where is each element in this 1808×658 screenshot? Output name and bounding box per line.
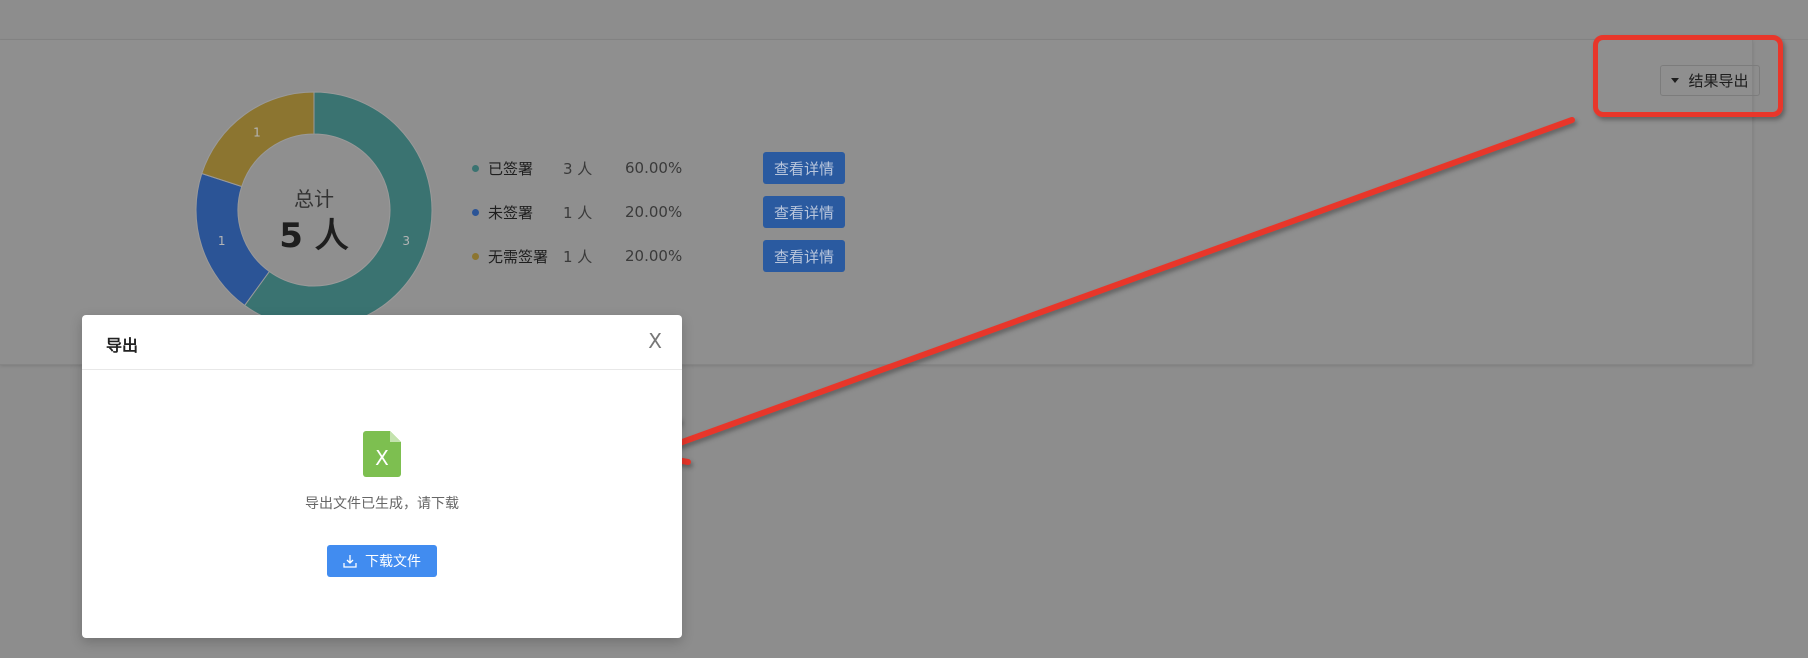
- legend-dot: [472, 252, 479, 260]
- excel-letter: X: [375, 446, 389, 470]
- caret-down-icon: [1671, 78, 1680, 83]
- donut-slice-label: 1: [218, 234, 226, 248]
- donut-center-title: 总计: [294, 187, 334, 211]
- legend-row: 无需签署 1 人 20.00% 查看详情: [472, 240, 845, 272]
- legend-percent: 60.00%: [625, 159, 683, 177]
- excel-file-icon: X: [363, 431, 401, 477]
- dialog-title: 导出: [106, 336, 139, 355]
- export-results-button[interactable]: 结果导出: [1660, 65, 1760, 96]
- export-dialog: 导出 X X 导出文件已生成，请下载 下载文件: [82, 315, 682, 638]
- legend-row: 未签署 1 人 20.00% 查看详情: [472, 196, 845, 228]
- close-icon[interactable]: X: [648, 329, 662, 353]
- legend-row: 已签署 3 人 60.00% 查看详情: [472, 152, 845, 184]
- legend-label: 已签署: [488, 159, 534, 178]
- view-details-button[interactable]: 查看详情: [763, 240, 845, 272]
- donut-slice-label: 1: [253, 126, 261, 140]
- legend-dot: [472, 164, 479, 172]
- view-details-button[interactable]: 查看详情: [763, 152, 845, 184]
- legend-count: 3 人: [563, 159, 593, 178]
- donut-center-value: 5 人: [279, 216, 349, 256]
- legend-dot: [472, 208, 479, 216]
- download-icon: [343, 555, 357, 568]
- legend-count: 1 人: [563, 247, 593, 266]
- donut-slice-label: 3: [402, 234, 410, 248]
- view-details-button[interactable]: 查看详情: [763, 196, 845, 228]
- legend-percent: 20.00%: [625, 203, 683, 221]
- annotation-highlight-box: [1593, 35, 1783, 117]
- export-ready-message: 导出文件已生成，请下载: [305, 496, 459, 512]
- legend-label: 未签署: [488, 203, 534, 222]
- header-divider: [0, 39, 1808, 40]
- download-file-button[interactable]: 下载文件: [327, 545, 437, 577]
- donut-slice-2[interactable]: [201, 91, 315, 188]
- legend-label: 无需签署: [488, 247, 549, 266]
- export-results-label: 结果导出: [1688, 72, 1749, 90]
- legend-percent: 20.00%: [625, 247, 683, 265]
- download-file-label: 下载文件: [365, 554, 421, 570]
- dialog-header: 导出 X: [82, 315, 682, 370]
- legend-count: 1 人: [563, 203, 593, 222]
